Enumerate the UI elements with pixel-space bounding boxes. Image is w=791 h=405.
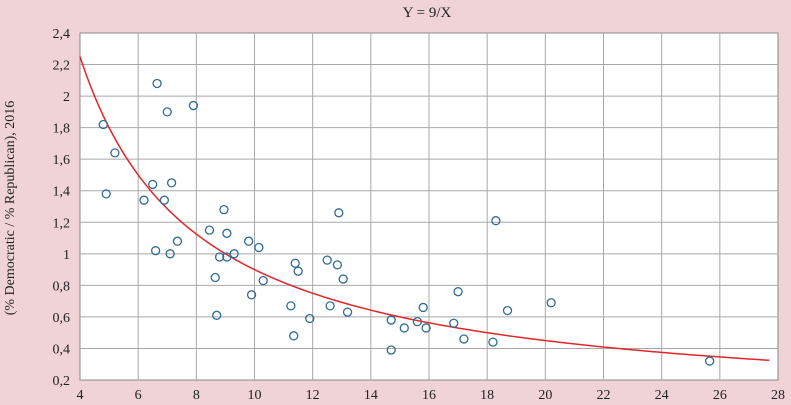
x-tick-label: 16 [422, 388, 436, 403]
x-tick-label: 12 [306, 388, 320, 403]
data-point [305, 313, 315, 324]
x-tick-label: 6 [135, 388, 142, 403]
data-point [172, 236, 183, 246]
chart-title: Y = 9/X [403, 5, 452, 21]
data-point [289, 331, 299, 341]
x-tick-label: 22 [597, 388, 611, 403]
data-points [98, 78, 715, 366]
data-point [152, 78, 162, 89]
data-point [110, 148, 120, 158]
data-point [139, 195, 149, 205]
data-point [449, 318, 459, 328]
data-point [418, 302, 428, 313]
x-tick-label: 4 [77, 388, 84, 403]
data-point [101, 189, 111, 199]
y-tick-label: 2 [63, 90, 70, 105]
data-point [293, 266, 303, 276]
data-point [338, 274, 348, 284]
y-tick-label: 2,4 [53, 27, 71, 42]
y-tick-label: 2,2 [53, 59, 71, 74]
y-axis-ticks: 0,2 0,4 0,6 0,8 1 1,2 1,4 1,6 1,8 2 2,2 2,4 [53, 27, 71, 389]
y-axis-label: (% Democratic / % Republican), 2016 [3, 101, 18, 316]
y-tick-label: 0,4 [53, 342, 71, 357]
data-point [421, 323, 431, 333]
data-point [246, 290, 257, 300]
data-point [502, 305, 513, 316]
data-point [412, 316, 423, 327]
data-point [286, 301, 296, 311]
data-point [159, 195, 169, 205]
fit-curve [79, 56, 770, 362]
data-point [98, 119, 108, 130]
y-tick-label: 1 [63, 248, 70, 263]
data-point [258, 275, 268, 286]
data-point [150, 246, 161, 256]
data-point [459, 334, 469, 344]
x-tick-label: 8 [193, 388, 200, 403]
x-tick-label: 18 [480, 388, 494, 403]
x-tick-label: 26 [713, 388, 727, 403]
data-point [399, 323, 409, 333]
data-point [148, 179, 158, 190]
data-point [162, 107, 172, 117]
data-point [204, 225, 215, 235]
x-tick-label: 24 [655, 388, 669, 403]
data-point [546, 298, 556, 308]
data-point [219, 205, 229, 215]
data-point [222, 228, 232, 238]
data-point [386, 345, 396, 355]
data-point [332, 260, 343, 270]
x-tick-label: 28 [771, 388, 785, 403]
data-point [212, 310, 222, 320]
data-point [188, 100, 199, 111]
data-point [210, 272, 220, 283]
data-point [325, 301, 335, 311]
data-point [254, 242, 264, 253]
grid [80, 33, 778, 380]
y-tick-label: 1,6 [53, 153, 71, 168]
data-point [165, 249, 175, 259]
data-point [488, 337, 498, 347]
data-point [334, 208, 344, 218]
data-point [386, 315, 396, 325]
data-point [214, 252, 225, 262]
data-point [322, 255, 332, 265]
x-axis-ticks: 4 6 8 10 12 14 16 18 20 22 24 26 28 [77, 388, 786, 403]
data-point [705, 356, 715, 366]
y-tick-label: 0,2 [53, 374, 71, 389]
data-point [166, 178, 177, 188]
x-tick-label: 20 [538, 388, 552, 403]
y-tick-label: 1,8 [53, 122, 71, 137]
y-tick-label: 1,2 [53, 216, 71, 231]
x-tick-label: 10 [248, 388, 262, 403]
data-point [342, 307, 353, 317]
y-tick-label: 0,8 [53, 279, 71, 294]
data-point [244, 236, 254, 246]
y-tick-label: 1,4 [53, 185, 71, 200]
data-point [290, 258, 300, 268]
data-point [229, 249, 239, 259]
data-point [453, 287, 463, 297]
data-point [491, 216, 501, 226]
x-tick-label: 14 [364, 388, 378, 403]
y-tick-label: 0,6 [53, 311, 71, 326]
